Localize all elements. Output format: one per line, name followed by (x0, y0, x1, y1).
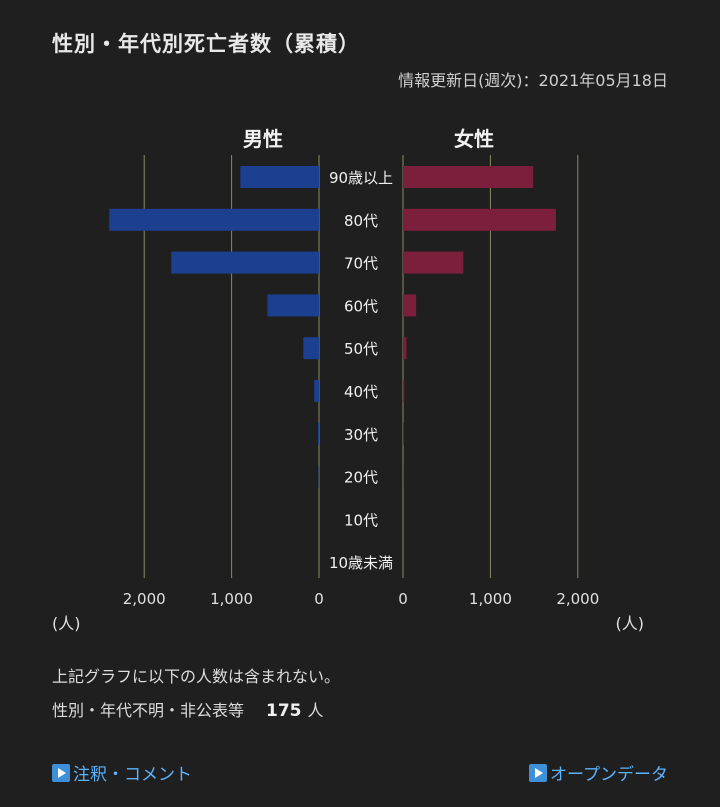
opendata-link[interactable]: オープンデータ (529, 760, 668, 785)
unknown-count-value: 175 (266, 701, 302, 721)
bar-female (403, 337, 407, 360)
unknown-count-row: 性別・年代不明・非公表等 175 人 (52, 697, 324, 721)
category-label: 10代 (344, 511, 378, 529)
x-tick-label-left: 0 (314, 590, 324, 608)
bar-male (317, 422, 319, 445)
update-date: 情報更新日(週次)：2021年05月18日 (398, 71, 668, 90)
bar-female (403, 294, 417, 317)
series-label-female: 女性 (454, 127, 494, 151)
bar-male (303, 337, 319, 360)
category-label: 30代 (344, 426, 378, 444)
unknown-count-label: 性別・年代不明・非公表等 (52, 701, 245, 720)
series-label-male: 男性 (243, 127, 283, 151)
unknown-count-unit: 人 (307, 701, 324, 720)
category-label: 50代 (344, 340, 378, 358)
axis-unit-right: (人) (615, 614, 645, 633)
category-label: 20代 (344, 469, 378, 487)
bar-female (403, 251, 464, 274)
category-label: 80代 (344, 212, 378, 230)
x-tick-label-right: 1,000 (469, 590, 512, 608)
category-label: 10歳未満 (329, 554, 393, 572)
category-label: 60代 (344, 297, 378, 315)
x-tick-label-left: 1,000 (210, 590, 253, 608)
x-tick-label-right: 0 (398, 590, 408, 608)
bar-male (109, 208, 320, 231)
chart-exclusion-note: 上記グラフに以下の人数は含まれない。 (52, 667, 341, 686)
page-title: 性別・年代別死亡者数（累積） (52, 32, 360, 56)
play-icon (529, 763, 548, 782)
x-tick-label-right: 2,000 (556, 590, 599, 608)
opendata-link-label: オープンデータ (550, 765, 668, 785)
notes-link[interactable]: 注釈・コメント (52, 760, 192, 785)
bar-male (240, 166, 319, 188)
category-label: 70代 (344, 255, 378, 273)
bar-male (171, 251, 319, 274)
category-label: 40代 (344, 383, 378, 401)
bar-male (314, 380, 319, 402)
play-icon (52, 763, 70, 782)
x-tick-label-left: 2,000 (123, 590, 166, 608)
butterfly-bar-chart: 2,000 0 1,000 1,000 0 2,000 男性 女性 90歳以上 80代 70代 60代… (109, 127, 599, 608)
bar-male (267, 294, 319, 317)
category-label: 90歳以上 (329, 169, 393, 187)
notes-link-label: 注釈・コメント (73, 765, 192, 785)
axis-unit-left: (人) (52, 614, 81, 633)
bar-female (403, 208, 556, 231)
bar-female (403, 166, 534, 188)
bar-female (403, 380, 405, 402)
